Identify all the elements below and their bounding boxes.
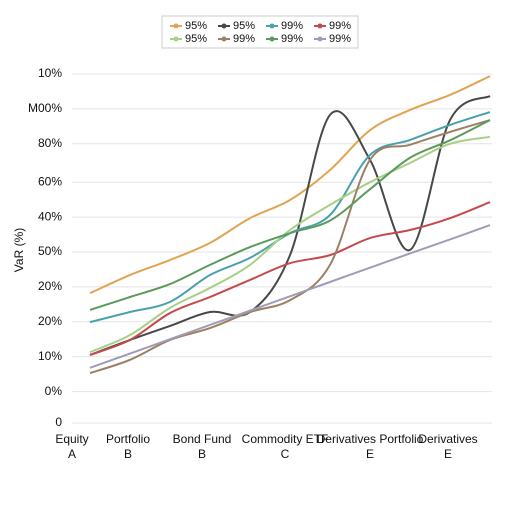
legend-marker [317,36,323,42]
y-tick-label: 10% [38,349,62,363]
series-line [89,75,491,295]
y-tick-label: M00% [28,101,62,115]
legend-marker [221,36,227,42]
legend-label: 99% [233,33,255,45]
x-tick-label: Bond Fund B [173,432,232,461]
series-line [89,224,491,369]
series-line [89,95,491,356]
legend-marker [269,36,275,42]
legend-marker [173,23,179,29]
legend-label: 99% [281,20,303,32]
x-tick-label: Equity A [55,432,88,461]
legend-label: 95% [185,33,207,45]
legend-label: 99% [329,20,351,32]
legend-marker [221,23,227,29]
legend-label: 95% [233,20,255,32]
legend-box [161,15,359,49]
y-tick-label: 20% [38,314,62,328]
x-tick-label: Derivatives E [418,432,477,461]
y-tick-label: 20% [38,279,62,293]
y-tick-label: 40% [38,209,62,223]
y-tick-label: 80% [38,136,62,150]
series-line [89,119,491,311]
y-axis-label: VaR (%) [12,228,26,272]
x-tick-label: Commodity ETF C [242,432,329,461]
x-tick-label: Portfolio B [106,432,150,461]
y-tick-label: 0% [45,384,63,398]
legend-label: 95% [185,20,207,32]
y-tick-label: 50% [38,244,62,258]
y-tick-label: 10% [38,66,62,80]
series-line [89,201,491,356]
y-tick-label: 60% [38,174,62,188]
series-line [89,119,491,375]
series-line [89,135,491,354]
legend-label: 99% [281,33,303,45]
legend-marker [173,36,179,42]
x-tick-label: Derivatives Portfolio E [317,432,424,461]
legend-marker [317,23,323,29]
legend-label: 99% [329,33,351,45]
y-tick-label: 0 [55,415,62,429]
legend-marker [269,23,275,29]
